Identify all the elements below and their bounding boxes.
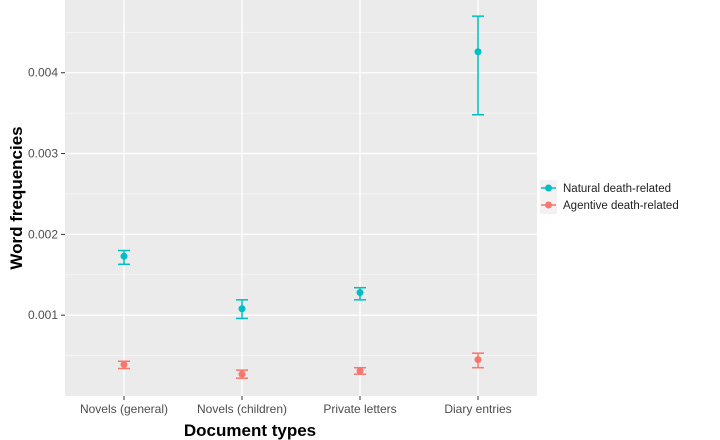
legend-label: Agentive death-related [563, 200, 679, 212]
data-point [474, 48, 482, 56]
data-point [238, 305, 246, 313]
legend-key-point [545, 201, 552, 209]
data-point [356, 289, 364, 297]
data-point [238, 370, 246, 378]
legend-key-point [545, 184, 552, 192]
x-tick-label: Novels (general) [80, 402, 168, 416]
x-tick-label: Novels (children) [197, 402, 287, 416]
data-point [356, 367, 364, 375]
plot-panel [65, 0, 537, 396]
data-point [120, 360, 128, 368]
legend-label: Natural death-related [563, 183, 671, 195]
data-point [120, 252, 128, 260]
x-tick-label: Diary entries [444, 402, 511, 416]
x-axis-title: Document types [184, 421, 316, 440]
y-tick-label: 0.001 [28, 308, 58, 322]
legend: Natural death-related Agentive death-rela… [540, 180, 679, 214]
y-tick-label: 0.002 [28, 227, 58, 241]
y-axis-title: Word frequencies [7, 126, 26, 269]
data-point [474, 356, 482, 364]
y-tick-label: 0.003 [28, 147, 58, 161]
y-tick-label: 0.004 [28, 66, 58, 80]
x-tick-label: Private letters [323, 402, 396, 416]
